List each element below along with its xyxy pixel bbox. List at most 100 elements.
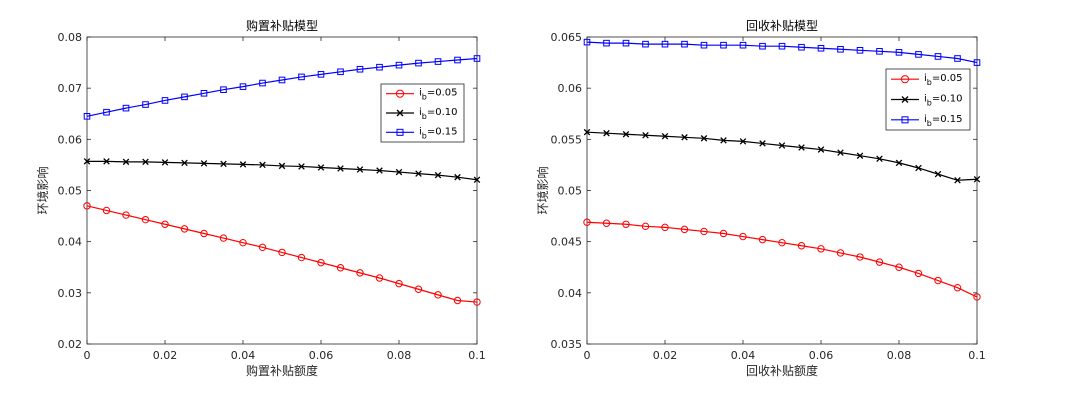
data-point: [337, 165, 344, 172]
legend-label: ib=0.05: [419, 88, 458, 102]
x-tick-label: 0.02: [153, 349, 178, 362]
x-axis-label: 回收补贴额度: [746, 363, 818, 378]
data-point: [200, 89, 208, 97]
x-axis-label: 购置补贴额度: [246, 363, 318, 378]
data-point: [298, 163, 305, 170]
data-point: [103, 108, 110, 116]
data-point: [739, 41, 747, 49]
data-point: [395, 168, 403, 176]
legend-item: ib=0.05: [891, 73, 963, 87]
data-point: [396, 128, 404, 136]
data-point: [837, 45, 844, 53]
data-point: [122, 104, 130, 112]
data-point: [603, 39, 610, 47]
data-point: [895, 263, 903, 271]
data-point: [719, 229, 728, 238]
data-point: [434, 291, 442, 299]
y-tick-label: 0.04: [58, 236, 83, 249]
legend-item: ib=0.10: [891, 94, 963, 108]
data-point: [583, 38, 591, 46]
x-tick-label: 0: [84, 349, 91, 362]
data-point: [317, 258, 325, 267]
data-point: [875, 258, 884, 266]
data-point: [720, 41, 727, 49]
x-tick-label: 0.1: [968, 349, 986, 362]
data-point: [700, 227, 708, 236]
data-point: [375, 274, 384, 282]
data-point: [953, 284, 962, 292]
data-point: [181, 93, 188, 101]
data-point: [856, 253, 864, 261]
data-point: [901, 116, 909, 124]
data-point: [473, 55, 481, 62]
data-point: [895, 49, 903, 56]
data-point: [356, 65, 364, 73]
data-point: [161, 159, 169, 166]
data-point: [415, 170, 422, 177]
x-tick-label: 0: [584, 349, 591, 362]
data-point: [297, 253, 306, 262]
data-point: [161, 220, 169, 228]
data-point: [642, 40, 649, 48]
data-point: [317, 71, 325, 78]
data-point: [759, 140, 766, 147]
data-point: [681, 134, 688, 141]
y-tick-label: 0.03: [58, 287, 83, 300]
y-tick-label: 0.06: [558, 82, 583, 95]
series-line: [86, 57, 478, 117]
data-point: [161, 97, 169, 104]
data-point: [376, 63, 383, 71]
data-point: [414, 285, 423, 293]
data-point: [778, 238, 786, 247]
x-tick-label: 0.1: [468, 349, 486, 362]
data-point: [954, 177, 961, 184]
data-point: [298, 73, 305, 81]
data-point: [434, 171, 442, 179]
data-point: [798, 43, 805, 51]
series-0-05: [83, 202, 481, 306]
data-point: [817, 44, 825, 52]
data-point: [817, 245, 825, 253]
data-point: [200, 229, 208, 238]
legend-label: ib=0.05: [924, 73, 963, 87]
data-point: [739, 232, 747, 241]
data-point: [798, 144, 805, 151]
data-point: [258, 243, 267, 251]
data-point: [876, 155, 883, 163]
data-point: [973, 59, 981, 66]
data-point: [700, 41, 708, 49]
x-tick-label: 0.04: [231, 349, 256, 362]
data-point: [356, 269, 364, 277]
data-point: [973, 175, 981, 183]
legend-item: ib=0.10: [386, 107, 458, 121]
y-tick-label: 0.07: [58, 82, 83, 95]
data-point: [876, 48, 883, 55]
data-point: [376, 167, 383, 174]
series-0-10: [83, 158, 481, 184]
x-tick-label: 0.04: [731, 349, 756, 362]
data-point: [454, 173, 461, 181]
data-point: [356, 166, 364, 173]
data-point: [680, 225, 689, 234]
y-tick-label: 0.055: [551, 133, 583, 146]
data-point: [583, 218, 591, 226]
data-point: [700, 135, 708, 142]
legend-label: ib=0.10: [419, 107, 458, 121]
data-point: [837, 149, 844, 156]
y-tick-label: 0.02: [58, 338, 83, 351]
data-point: [759, 42, 766, 50]
data-point: [915, 51, 922, 58]
data-point: [434, 58, 442, 65]
chart-recycling-subsidy: 0 0.02 0.04 0.06 0.08 0.1 0.035 0.04 0.045 0.05 0.…: [535, 19, 986, 378]
series-line: [86, 205, 478, 303]
data-point: [473, 298, 481, 306]
data-point: [973, 293, 981, 301]
data-point: [739, 138, 747, 145]
data-point: [778, 142, 786, 149]
data-point: [337, 68, 344, 76]
legend: ib=0.05 ib=0.10 ib=0.15: [380, 83, 465, 143]
data-point: [200, 160, 208, 167]
data-point: [259, 79, 266, 87]
data-point: [102, 206, 111, 215]
